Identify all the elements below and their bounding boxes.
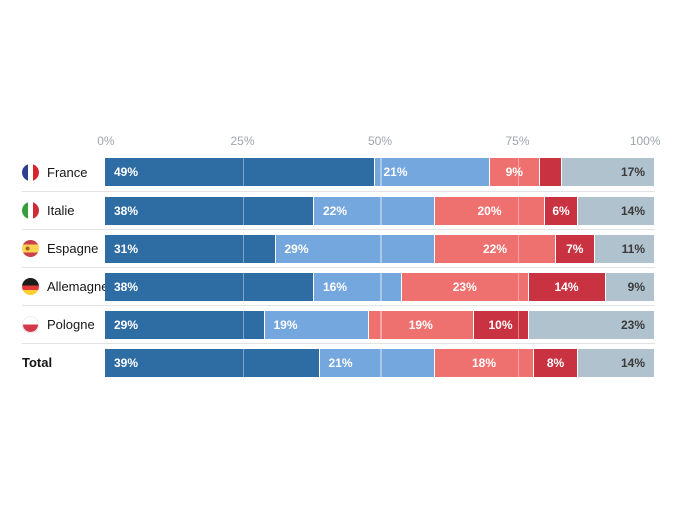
bar-segment-light-blue: 21% bbox=[319, 348, 435, 377]
bar-segment-light-blue: 22% bbox=[314, 196, 435, 225]
pologne-flag-icon bbox=[22, 316, 39, 333]
row-label-allemagne: Allemagne bbox=[22, 278, 109, 295]
category-label: Total bbox=[22, 355, 53, 370]
row-label-total: Total bbox=[22, 355, 105, 370]
x-axis-tick-75: 75% bbox=[505, 134, 530, 148]
bar-track: 38% 16% 23% 14% 9% bbox=[105, 272, 655, 301]
bar-segment-dark-blue: 31% bbox=[105, 234, 276, 263]
bar-segment-dark-red: 6% bbox=[545, 196, 578, 225]
bar-segment-light-blue: 19% bbox=[264, 310, 369, 339]
bar-segment-dark-red bbox=[539, 158, 562, 186]
bar-track: 38% 22% 20% 6% 14% bbox=[105, 196, 655, 225]
bar-segment-dark-blue: 49% bbox=[105, 158, 375, 186]
italie-flag-icon bbox=[22, 202, 39, 219]
chart-row-italie: Italie 38% 22% 20% 6% 14% bbox=[22, 191, 655, 229]
x-axis-tick-25: 25% bbox=[230, 134, 255, 148]
category-label: Allemagne bbox=[47, 279, 109, 294]
bar-segment-dark-blue: 38% bbox=[105, 272, 314, 301]
bar-track: 49% 21% 9% 17% bbox=[105, 158, 655, 186]
bar-segment-dark-red: 8% bbox=[534, 348, 578, 377]
bar-segment-dark-blue: 39% bbox=[105, 348, 320, 377]
france-flag-icon bbox=[22, 163, 39, 181]
allemagne-flag-icon bbox=[22, 278, 39, 295]
row-label-pologne: Pologne bbox=[22, 316, 105, 333]
chart-row-espagne: Espagne 31% 29% 22% 7% 11% bbox=[22, 229, 655, 267]
stacked-bar-chart: 0% 25% 50% 75% 100% France 49% 21% 9% 17% Italie 3… bbox=[22, 134, 661, 381]
bar-segment-light-red: 19% bbox=[369, 310, 474, 339]
bar-segment-dark-blue: 29% bbox=[105, 310, 265, 339]
bar-segment-dark-red: 14% bbox=[528, 272, 606, 301]
chart-row-total: Total 39% 21% 18% 8% 14% bbox=[22, 343, 655, 381]
x-axis-tick-0: 0% bbox=[97, 134, 115, 148]
bar-segment-dark-blue: 38% bbox=[105, 196, 314, 225]
bar-segment-light-blue: 21% bbox=[374, 158, 490, 186]
bar-segment-light-blue: 29% bbox=[275, 234, 435, 263]
chart-row-pologne: Pologne 29% 19% 19% 10% 23% bbox=[22, 305, 655, 343]
chart-row-france: France 49% 21% 9% 17% bbox=[22, 153, 655, 191]
bar-segment-dark-red: 10% bbox=[473, 310, 529, 339]
bar-segment-light-blue: 16% bbox=[314, 272, 402, 301]
row-label-france: France bbox=[22, 163, 105, 181]
x-axis-tick-50: 50% bbox=[367, 134, 393, 148]
chart-rows: France 49% 21% 9% 17% Italie 38% 22% 20% 6% 14% Esp… bbox=[22, 153, 655, 381]
bar-track: 31% 29% 22% 7% 11% bbox=[105, 234, 655, 263]
x-axis: 0% 25% 50% 75% 100% bbox=[97, 134, 660, 153]
bar-track: 29% 19% 19% 10% 23% bbox=[105, 310, 655, 339]
bar-segment-gray: 14% bbox=[578, 196, 655, 225]
bar-segment-gray: 14% bbox=[578, 348, 655, 377]
bar-segment-gray: 17% bbox=[561, 158, 655, 186]
bar-segment-gray: 11% bbox=[594, 234, 655, 263]
x-axis-tick-100: 100% bbox=[629, 134, 661, 148]
bar-segment-gray: 9% bbox=[605, 272, 655, 301]
bar-segment-light-red: 18% bbox=[435, 348, 534, 377]
chart-row-allemagne: Allemagne 38% 16% 23% 14% 9% bbox=[22, 267, 655, 305]
category-label: Italie bbox=[47, 203, 75, 218]
espagne-flag-icon bbox=[22, 240, 39, 257]
row-label-italie: Italie bbox=[22, 202, 105, 219]
category-label: France bbox=[47, 164, 88, 180]
category-label: Pologne bbox=[47, 317, 95, 332]
bar-segment-light-red: 20% bbox=[435, 196, 545, 225]
bar-segment-light-red: 23% bbox=[402, 272, 529, 301]
bar-segment-gray: 23% bbox=[528, 310, 655, 339]
category-label: Espagne bbox=[47, 241, 99, 256]
bar-segment-light-red: 9% bbox=[490, 158, 540, 186]
bar-segment-dark-red: 7% bbox=[556, 234, 595, 263]
row-label-espagne: Espagne bbox=[22, 240, 105, 257]
bar-segment-light-red: 22% bbox=[435, 234, 556, 263]
bar-track: 39% 21% 18% 8% 14% bbox=[105, 348, 655, 377]
